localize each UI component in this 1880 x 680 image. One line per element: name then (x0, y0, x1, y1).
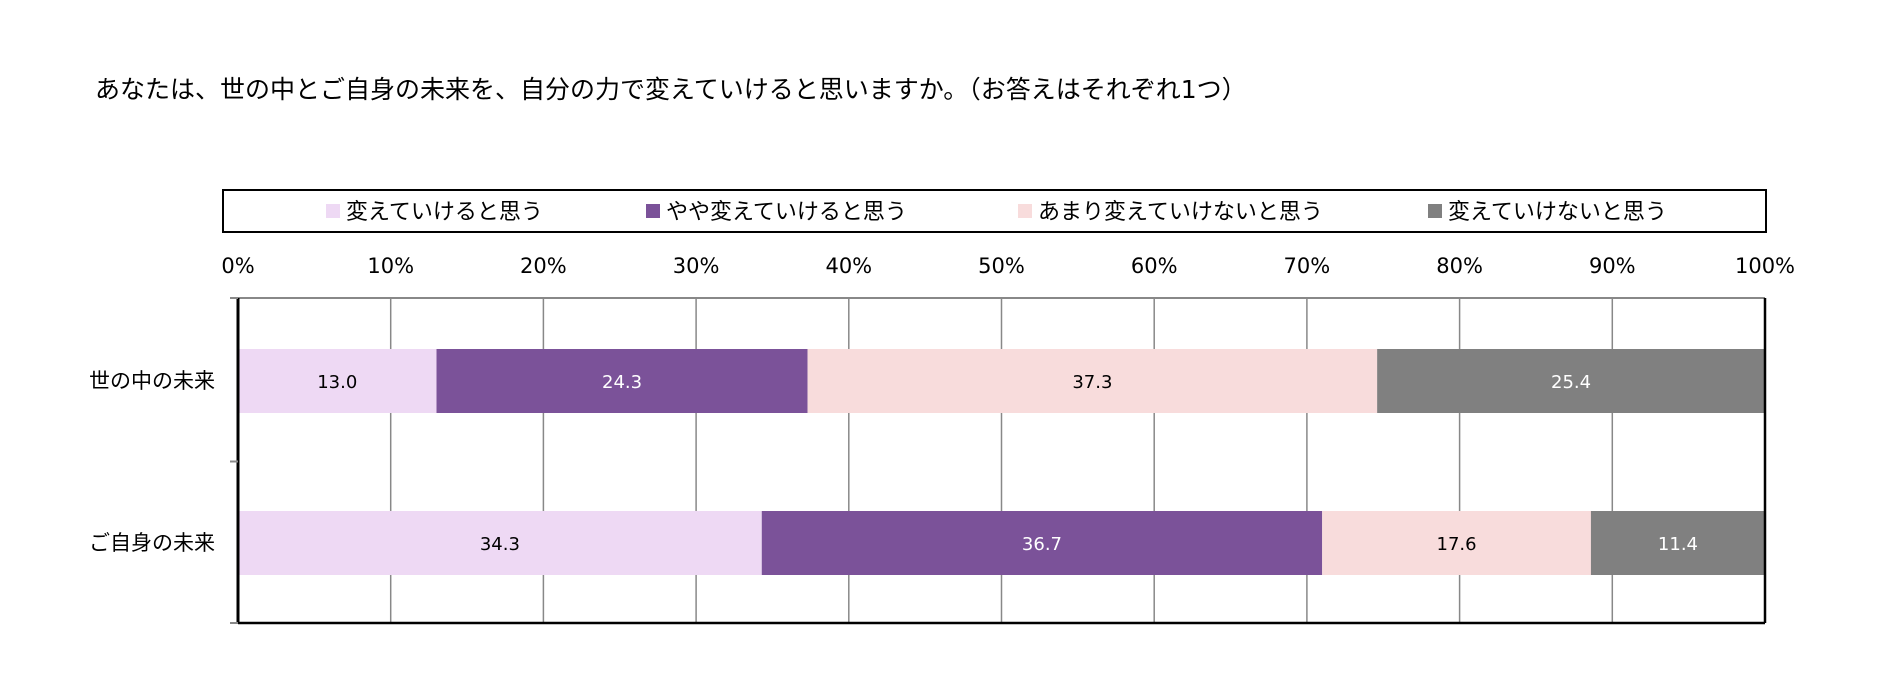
data-label: 36.7 (1022, 534, 1062, 555)
x-tick-label: 60% (1131, 254, 1178, 278)
bar-segment (238, 349, 437, 413)
data-label: 11.4 (1658, 534, 1698, 555)
x-tick-label: 20% (520, 254, 567, 278)
legend-swatch-4 (1428, 204, 1442, 218)
bar-segment (1590, 511, 1765, 575)
x-axis-ticks: 0% 10% 20% 30% 40% 50% 60% 70% 80% 90% 100% (221, 254, 1795, 278)
legend-swatch-2 (646, 204, 660, 218)
chart-title: あなたは、世の中とご自身の未来を、自分の力で変えていけると思いますか。（お答えは… (95, 75, 1247, 104)
category-label: 世の中の未来 (89, 369, 215, 393)
legend-swatch-1 (326, 204, 340, 218)
data-label: 13.0 (317, 372, 357, 393)
x-tick-label: 90% (1589, 254, 1636, 278)
legend: 変えていけると思う やや変えていけると思う あまり変えていけないと思う 変えていけない… (326, 200, 1667, 225)
data-label: 37.3 (1072, 372, 1112, 393)
category-label: ご自身の未来 (89, 531, 215, 555)
data-label: 17.6 (1437, 534, 1477, 555)
bar-segment (1377, 349, 1765, 413)
bar-segment (238, 511, 762, 575)
bar-segment (436, 349, 808, 413)
x-tick-label: 50% (978, 254, 1025, 278)
bar-segment (807, 349, 1378, 413)
x-tick-label: 70% (1284, 254, 1331, 278)
x-tick-label: 10% (367, 254, 414, 278)
data-label: 25.4 (1551, 372, 1591, 393)
bar-segment (1322, 511, 1591, 575)
x-tick-label: 100% (1735, 254, 1795, 278)
data-label: 34.3 (480, 534, 520, 555)
legend-label-4: 変えていけないと思う (1448, 200, 1667, 225)
axes (230, 297, 1767, 625)
x-tick-label: 30% (673, 254, 720, 278)
bar-segment (761, 511, 1323, 575)
legend-swatch-3 (1018, 204, 1032, 218)
x-tick-label: 0% (221, 254, 254, 278)
legend-label-3: あまり変えていけないと思う (1038, 200, 1323, 225)
legend-box (222, 189, 1767, 233)
x-tick-label: 80% (1436, 254, 1483, 278)
legend-label-1: 変えていけると思う (346, 200, 543, 225)
x-tick-label: 40% (825, 254, 872, 278)
legend-label-2: やや変えていけると思う (666, 200, 907, 225)
bars: 13.0 24.3 37.3 25.4 34.3 36.7 17.6 11.4 (238, 349, 1765, 575)
data-label: 24.3 (602, 372, 642, 393)
